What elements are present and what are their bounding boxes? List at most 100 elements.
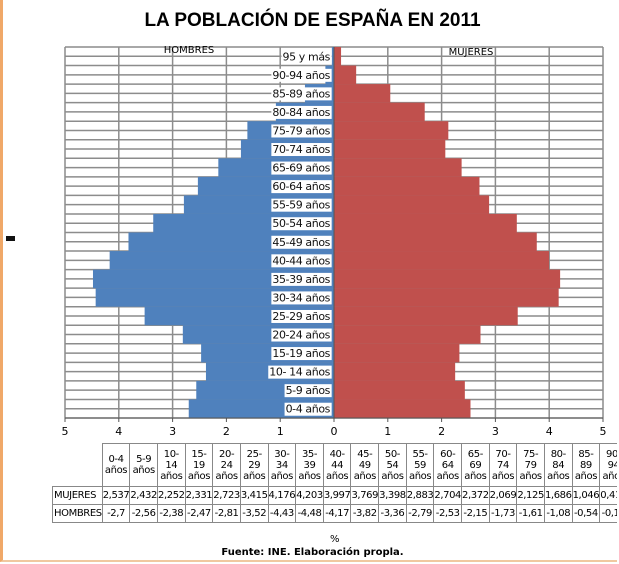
table-header-cell: 60-64 años (433, 443, 463, 487)
bar-mujeres (334, 102, 425, 122)
x-axis-label: % (330, 534, 340, 545)
category-label-bg (271, 105, 332, 119)
x-tick-label: 2 (223, 425, 230, 438)
table-header-cell: 5-9 años (129, 443, 158, 487)
side-label-mujeres: MUJERES (449, 47, 494, 58)
category-label: 5-9 años (286, 384, 331, 397)
category-label-bg (271, 198, 332, 212)
table-cell: 1,046 (571, 486, 601, 505)
category-label: 75-79 años (272, 124, 330, 137)
bar-mujeres (334, 251, 550, 270)
table-row-label: HOMBRES (52, 504, 103, 523)
category-label: 45-49 años (272, 236, 330, 249)
category-label: 40-44 años (272, 254, 330, 267)
table-cell: 3,769 (350, 486, 380, 505)
table-cell: 3,997 (322, 486, 352, 505)
category-label-bg (271, 291, 332, 305)
table-header-cell: 90-94 años (599, 443, 617, 487)
table-cell: -0,54 (571, 504, 601, 523)
bar-mujeres (334, 343, 460, 363)
table-header-cell: 45-49 años (350, 443, 380, 487)
table-header-cell: 30-34 años (267, 443, 297, 487)
table-cell: -0,16 (599, 504, 617, 523)
table-cell: 2,723 (212, 486, 241, 505)
category-label: 95 y más (283, 50, 331, 63)
bar-mujeres (334, 139, 446, 159)
category-label-bg (271, 347, 332, 361)
chart-title: LA POBLACIÓN DE ESPAÑA EN 2011 (144, 10, 481, 31)
x-tick-label: 2 (438, 425, 445, 438)
legend-marker (6, 236, 15, 241)
table-header-cell: 85-89 años (571, 443, 601, 487)
category-label-bg (271, 217, 332, 231)
bar-mujeres (334, 84, 391, 103)
category-label: 60-64 años (272, 180, 330, 193)
bar-mujeres (334, 362, 456, 381)
table-header-cell: 65-69 años (461, 443, 490, 487)
category-label-bg (271, 143, 332, 157)
bar-mujeres (334, 269, 561, 289)
table-cell: 2,069 (488, 486, 518, 505)
category-label-bg (271, 161, 332, 175)
bar-mujeres (334, 158, 462, 177)
source-note: Fuente: INE. Elaboración propla. (221, 547, 404, 558)
table-cell: -2,38 (156, 504, 186, 523)
bar-mujeres (334, 195, 490, 214)
category-label-bg (284, 402, 332, 416)
table-cell: -2,53 (433, 504, 463, 523)
table-cell: -3,82 (350, 504, 380, 523)
category-label-bg (271, 272, 332, 286)
table-row: MUJERES 2,537 2,432 2,252 2,331 2,723 3,415 4,1… (52, 486, 617, 505)
table-header-cell: 15-19 años (184, 443, 214, 487)
category-label: 90-94 años (272, 69, 330, 82)
table-cell: -2,7 (101, 504, 131, 523)
category-label: 30-34 años (272, 291, 330, 304)
bar-mujeres (334, 325, 481, 344)
table-cell: 2,537 (101, 486, 131, 505)
table-cell: -3,36 (378, 504, 407, 523)
category-label: 0-4 años (286, 403, 331, 416)
table-cell: -3,52 (239, 504, 269, 523)
table-cell: 2,331 (184, 486, 214, 505)
bar-hombres (331, 47, 334, 66)
table-cell: -2,15 (461, 504, 490, 523)
table-cell: 4,203 (295, 486, 324, 505)
table-cell: 3,398 (378, 486, 407, 505)
bar-mujeres (334, 288, 559, 307)
table-header-cell: 40-44 años (322, 443, 352, 487)
table-header-cell: 75-79 años (516, 443, 545, 487)
table-cell: 1,686 (543, 486, 573, 505)
category-label-bg (271, 180, 332, 194)
table-cell: -1,08 (543, 504, 573, 523)
bar-mujeres (334, 121, 449, 140)
bar-mujeres (334, 65, 357, 85)
table-header-cell: 80-84 años (543, 443, 573, 487)
category-label: 65-69 años (272, 162, 330, 175)
table-cell: 2,372 (461, 486, 490, 505)
table-cell: 2,883 (405, 486, 435, 505)
table-cell: -1,73 (488, 504, 518, 523)
table-cell: -2,81 (212, 504, 241, 523)
table-cell: -2,79 (405, 504, 435, 523)
table-row-label: MUJERES (52, 486, 103, 505)
table-cell: -2,47 (184, 504, 214, 523)
table-cell: 2,125 (516, 486, 545, 505)
table-cell: -4,43 (267, 504, 297, 523)
x-tick-label: 1 (277, 425, 284, 438)
x-tick-label: 5 (62, 425, 69, 438)
table-header-cell: 25-29 años (239, 443, 269, 487)
category-label-bg (268, 365, 332, 379)
category-label: 25-29 años (272, 310, 330, 323)
category-label-bg (271, 309, 332, 323)
table-cell: -4,48 (295, 504, 324, 523)
category-label: 85-89 años (272, 87, 330, 100)
table-corner (52, 443, 103, 487)
bar-mujeres (334, 176, 480, 196)
table-header-cell: 35-39 años (295, 443, 324, 487)
table-header-row: 0-4 años 5-9 años 10- 14 años 15-19 años 20-… (52, 443, 617, 487)
table-cell: -1,61 (516, 504, 545, 523)
bar-mujeres (334, 47, 342, 66)
category-label-bg (271, 124, 332, 138)
x-tick-label: 3 (492, 425, 499, 438)
